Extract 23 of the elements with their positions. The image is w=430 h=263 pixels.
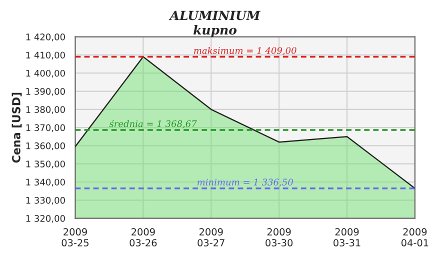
y-tick-label: 1 340,00 [26,178,65,186]
y-tick-label: 1 360,00 [26,142,65,150]
y-tick-label: 1 350,00 [26,160,65,168]
chart-title: ALUMINIUM [168,10,261,20]
ref-line-label: maksimum = 1 409,00 [194,46,296,56]
x-tick-label: 2009 03-25 [62,228,89,246]
y-tick-label: 1 380,00 [26,106,65,114]
y-tick-label: 1 420,00 [26,34,65,42]
y-tick-label: 1 400,00 [26,70,65,78]
x-tick-label: 2009 03-31 [334,228,360,246]
y-tick-label: 1 390,00 [26,88,65,96]
ref-line-label: średnia = 1 368,67 [109,120,197,128]
y-tick-label: 1 410,00 [26,52,65,60]
x-tick-label: 2009 03-30 [266,228,293,246]
chart-subtitle: kupno [193,24,237,38]
y-tick-label: 1 320,00 [26,215,65,223]
y-axis-title: Cena [USD] [12,92,22,163]
y-tick-label: 1 370,00 [26,124,65,132]
x-tick-label: 2009 04-01 [401,228,428,246]
ref-line-label: minimum = 1 336,50 [197,178,293,187]
y-tick-label: 1 330,00 [26,196,65,205]
x-tick-label: 2009 03-27 [198,228,224,246]
x-tick-label: 2009 03-26 [130,228,157,246]
